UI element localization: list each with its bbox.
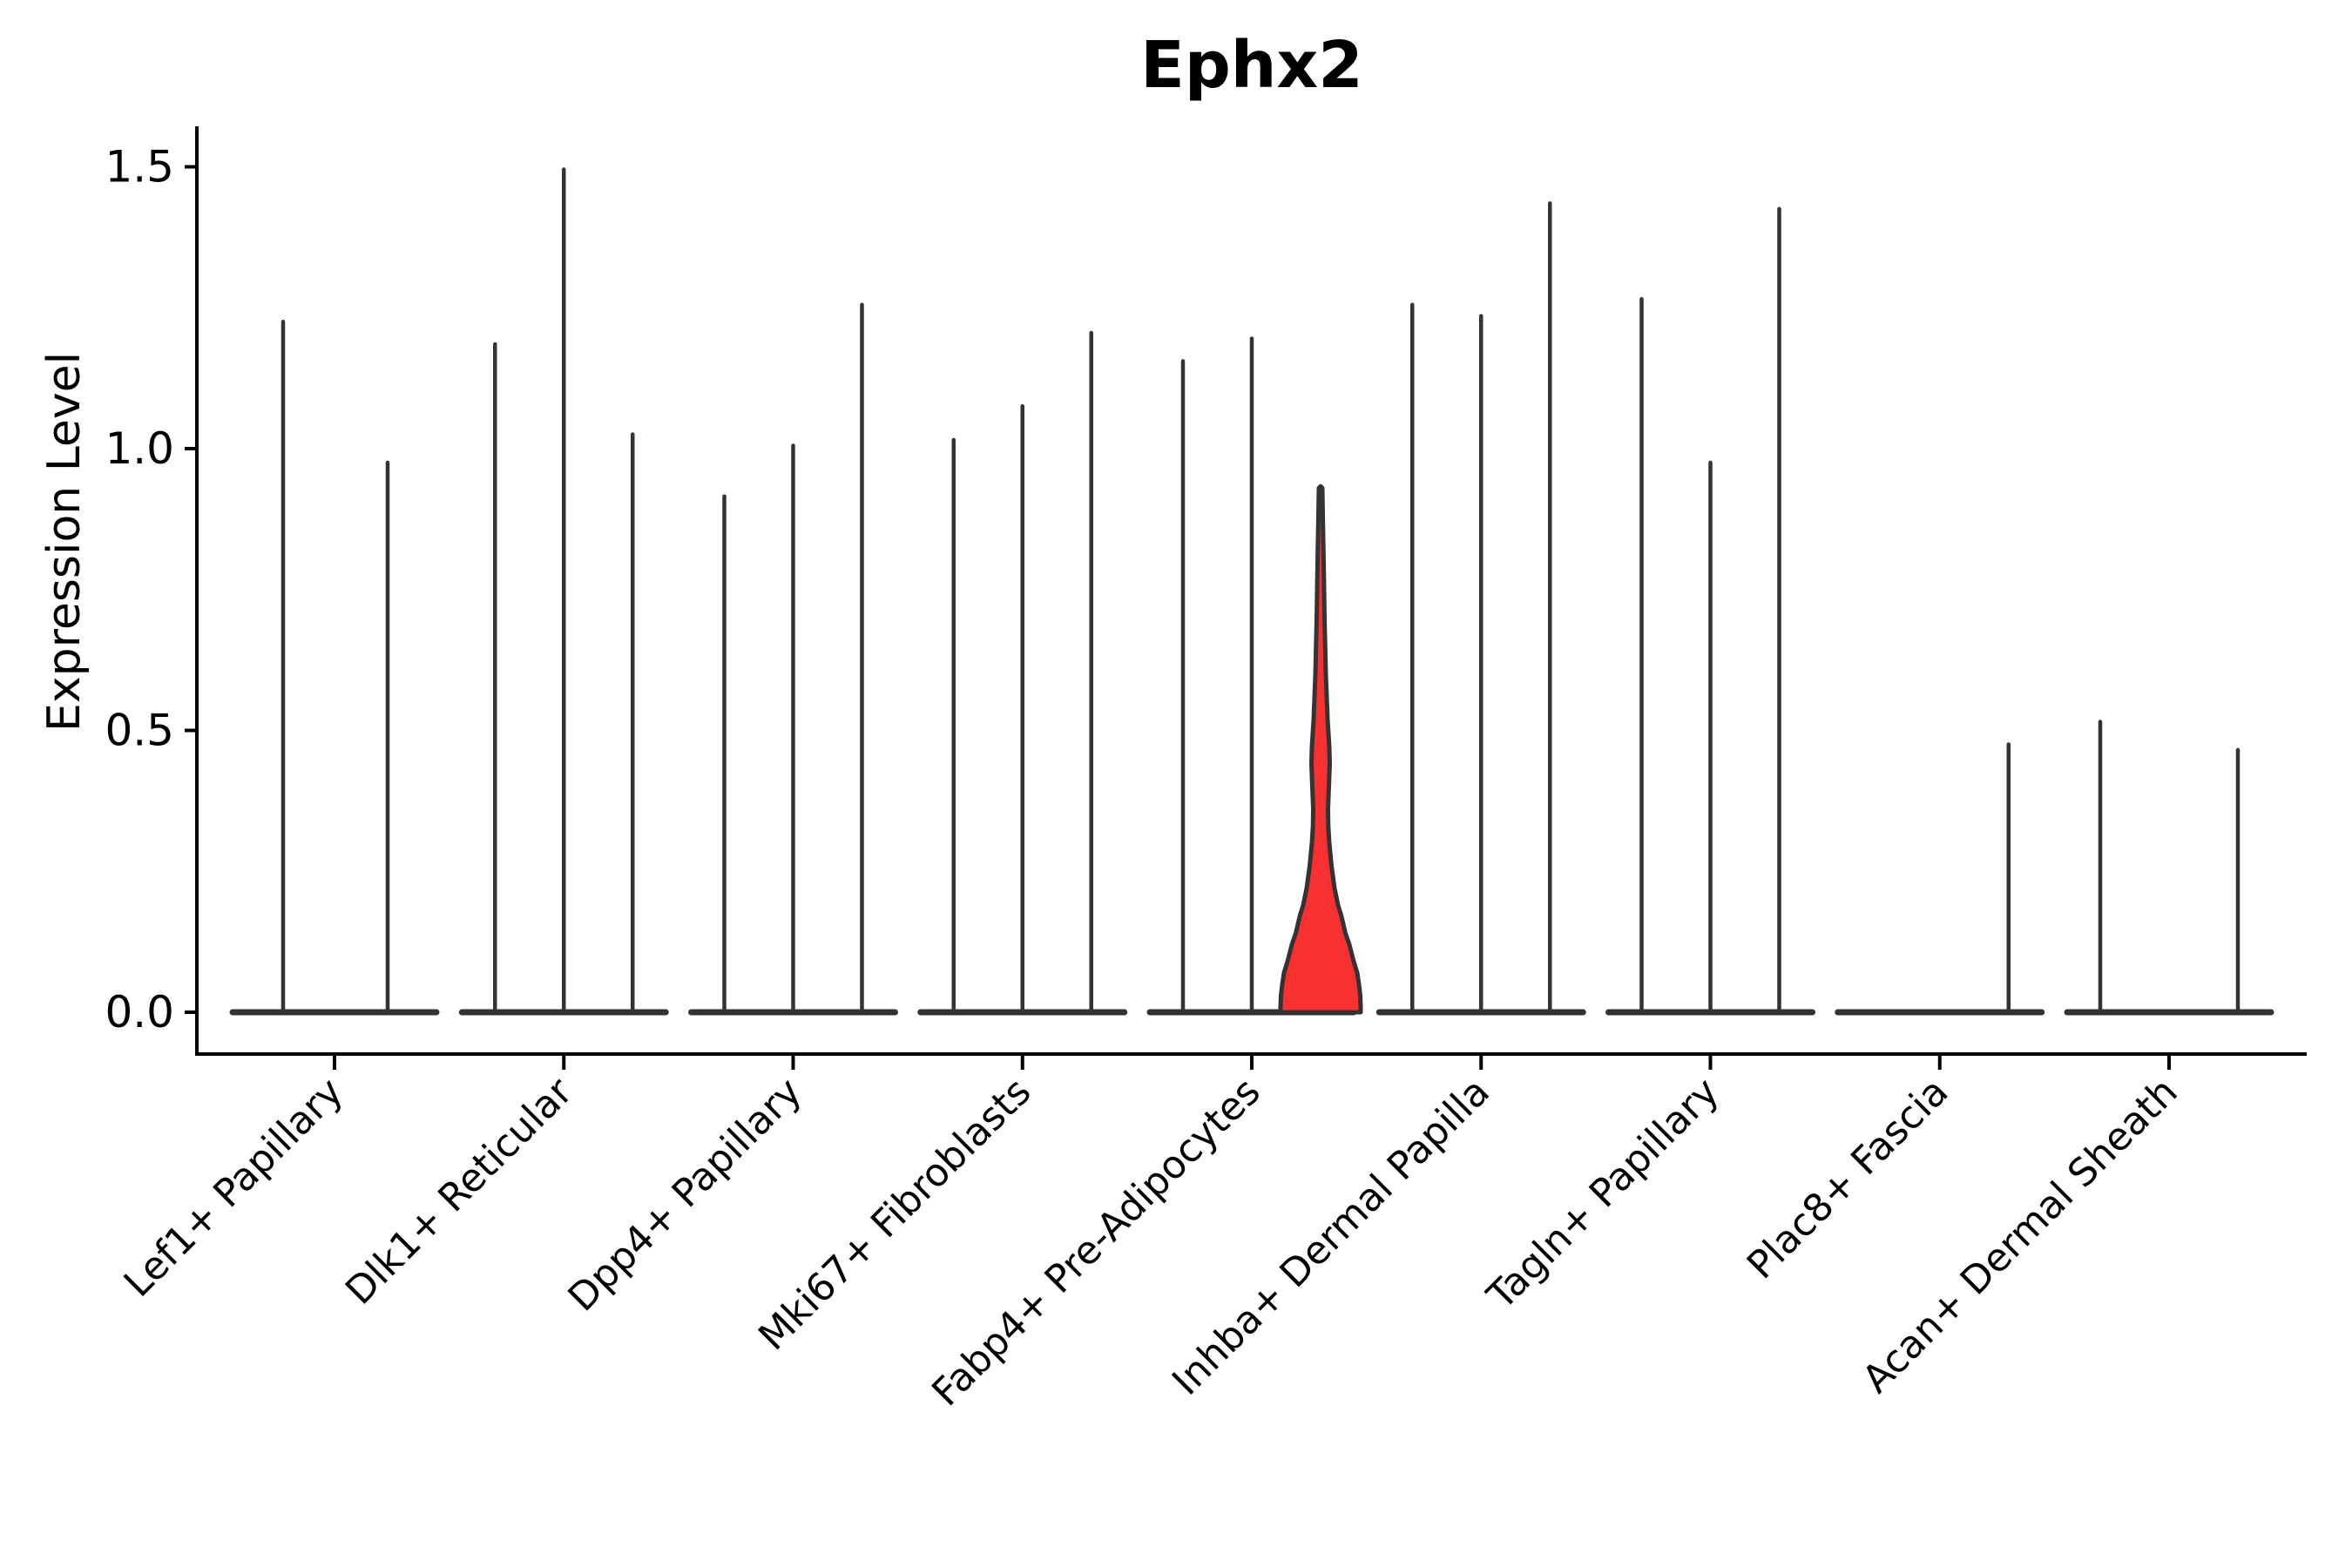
chart-title: Ephx2 <box>1140 28 1363 103</box>
x-tick-label: Dlk1+ Reticular <box>337 1069 582 1314</box>
x-tick-label: Plac8+ Fascia <box>1739 1070 1957 1288</box>
y-tick-label: 0.0 <box>105 987 174 1037</box>
y-tick-label: 1.5 <box>105 142 174 193</box>
x-tick-label: Dpp4+ Papillary <box>560 1070 811 1321</box>
y-tick-label: 1.0 <box>105 423 174 474</box>
x-tick-label: Tagln+ Papillary <box>1478 1070 1727 1319</box>
y-tick-label: 0.5 <box>105 706 174 756</box>
x-tick-label: Lef1+ Papillary <box>116 1070 352 1306</box>
highlighted-violin <box>1278 483 1363 1015</box>
y-axis-title: Expression Level <box>38 351 91 733</box>
